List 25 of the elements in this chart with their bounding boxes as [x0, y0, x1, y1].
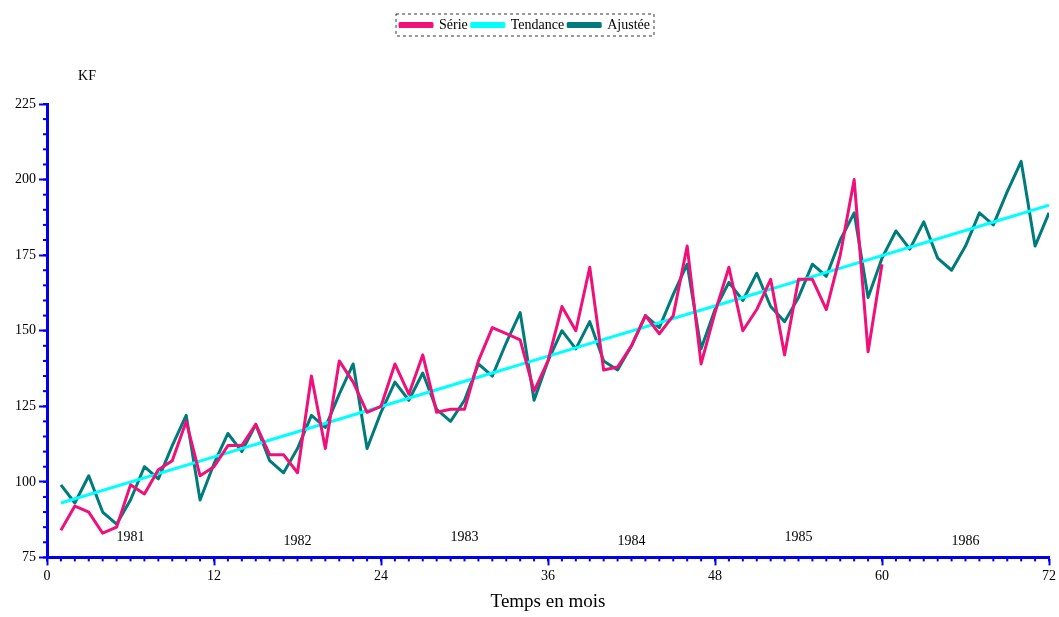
y-tick-label: 175 [15, 246, 36, 262]
x-tick-label: 36 [541, 568, 555, 584]
annotation: 1981 [116, 529, 145, 545]
y-tick-label: 75 [22, 549, 36, 565]
x-tick-label: 0 [43, 568, 51, 584]
annotation: 1986 [951, 533, 980, 549]
legend-label: Ajustée [607, 16, 650, 32]
y-tick-label: 100 [15, 473, 36, 489]
annotation: 1985 [784, 529, 813, 545]
annotation: 1982 [283, 533, 312, 549]
x-tick-label: 24 [374, 568, 388, 584]
annotation: 1983 [450, 529, 479, 545]
legend-label: Série [439, 16, 468, 32]
y-tick-label: 200 [15, 171, 36, 187]
y-tick-label: 125 [15, 397, 36, 413]
y-axis-title: KF [78, 67, 97, 83]
x-tick-label: 60 [875, 568, 889, 584]
y-tick-label: 150 [15, 322, 36, 338]
x-tick-label: 12 [207, 568, 221, 584]
x-tick-label: 72 [1042, 568, 1056, 584]
legend-label: Tendance [510, 16, 565, 32]
x-tick-label: 48 [708, 568, 722, 584]
annotation: 1984 [617, 533, 646, 549]
y-tick-label: 225 [15, 95, 36, 111]
x-axis-title: Temps en mois [490, 589, 606, 611]
